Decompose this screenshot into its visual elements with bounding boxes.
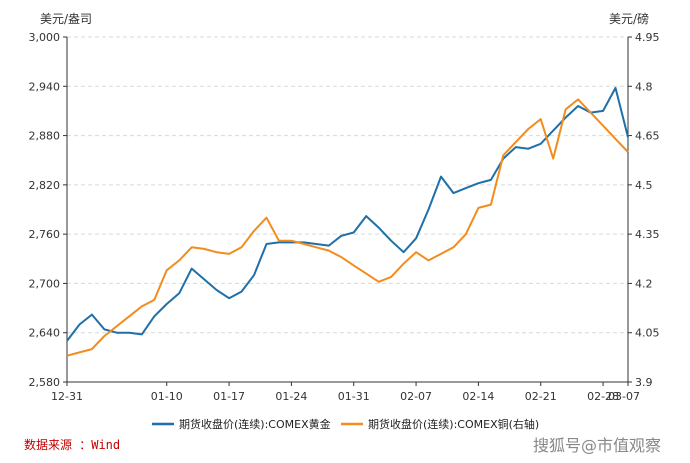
x-tick-label: 01-24 [275,390,307,403]
axes: 2,580 3.9 2,640 4.05 2,700 4.2 2,760 4.35 2,820 4… [29,31,660,403]
y-left-tick-label: 2,760 [29,228,61,241]
y-right-tick-label: 4.2 [635,277,653,290]
x-tick-label: 12-31 [51,390,83,403]
left-axis-unit: 美元/盎司 [40,12,93,26]
y-right-tick-label: 4.5 [635,179,653,192]
y-left-tick-label: 2,880 [29,130,61,143]
gold-series-line [66,86,629,342]
x-tick-label: 02-28 [587,390,619,403]
data-source-note: 数据来源 ：Wind [24,438,121,452]
watermark-text: 搜狐号@市值观察 [533,436,662,455]
y-left-tick-label: 2,820 [29,179,61,192]
y-right-tick-label: 4.95 [635,31,660,44]
grid-lines [67,36,628,334]
y-left-tick-label: 2,700 [29,277,61,290]
x-tick-label: 01-31 [338,390,370,403]
x-tick-label: 02-21 [525,390,557,403]
y-right-tick-label: 4.8 [635,80,653,93]
legend-label: 期货收盘价(连续):COMEX黄金 [179,417,331,431]
copper-series-line [66,98,629,357]
x-tick-label: 02-07 [400,390,432,403]
y-right-tick-label: 4.65 [635,130,660,143]
right-axis-unit: 美元/磅 [609,12,650,26]
x-tick-label: 02-14 [462,390,494,403]
legend-label: 期货收盘价(连续):COMEX铜(右轴) [368,417,539,431]
y-left-tick-label: 2,640 [29,327,61,340]
y-right-tick-label: 4.35 [635,228,660,241]
x-tick-label: 01-17 [213,390,245,403]
y-left-tick-label: 2,940 [29,80,61,93]
x-tick-label: 01-10 [151,390,183,403]
y-left-tick-label: 3,000 [29,31,61,44]
legend: 期货收盘价(连续):COMEX黄金 期货收盘价(连续):COMEX铜(右轴) [152,417,539,431]
x-tick-label: 03-07 [608,390,640,403]
y-left-tick-label: 2,580 [29,376,61,389]
y-right-tick-label: 3.9 [635,376,653,389]
series-lines [66,86,629,357]
y-right-tick-label: 4.05 [635,327,660,340]
